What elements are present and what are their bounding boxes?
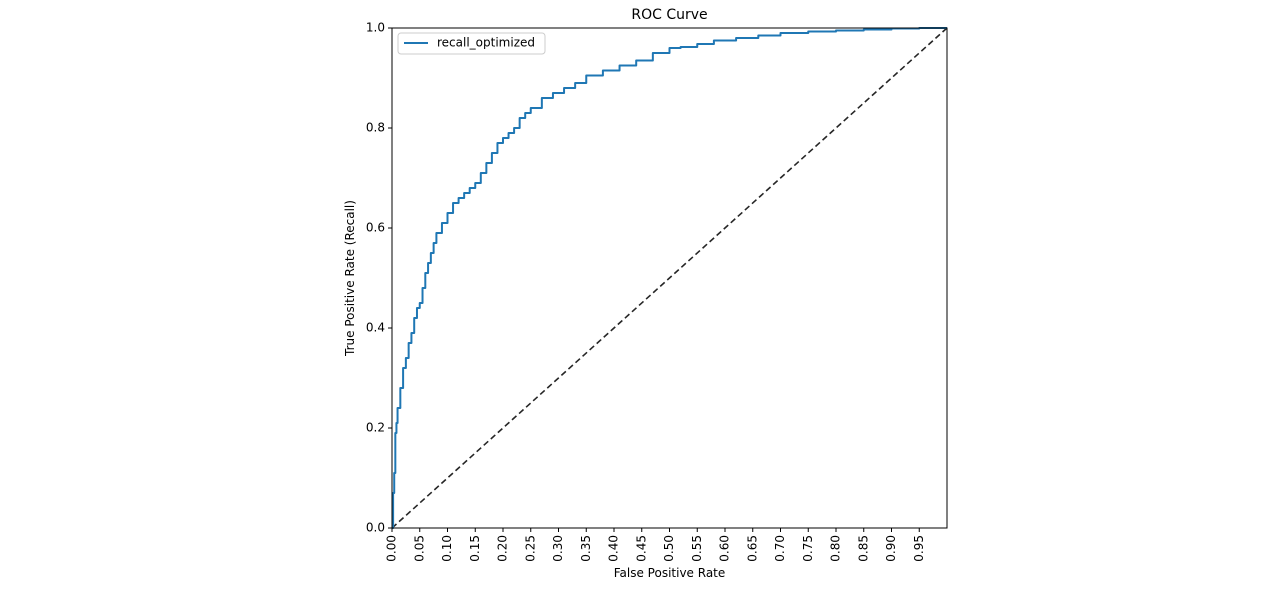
x-tick-label: 0.85 [856, 535, 870, 562]
y-tick-label: 0.6 [366, 221, 385, 235]
x-tick-label: 0.30 [551, 535, 565, 562]
x-tick-label: 0.35 [579, 535, 593, 562]
x-tick-label: 0.15 [468, 535, 482, 562]
y-tick-label: 1.0 [366, 21, 385, 35]
x-tick-label: 0.55 [690, 535, 704, 562]
x-axis-ticks: 0.00 0.05 0.10 0.15 0.20 0.25 0.30 0.35 0.40 0.45… [385, 528, 926, 562]
roc-curve-line [392, 27, 947, 529]
legend: recall_optimized [397, 32, 546, 55]
x-tick-label: 0.65 [745, 535, 759, 562]
x-tick-label: 0.95 [912, 535, 926, 562]
x-axis-label: False Positive Rate [614, 566, 726, 580]
legend-box [397, 32, 546, 55]
x-tick-label: 0.80 [829, 535, 843, 562]
x-tick-label: 0.10 [440, 535, 454, 562]
x-tick-label: 0.90 [884, 535, 898, 562]
x-tick-label: 0.00 [385, 535, 399, 562]
baseline-diagonal-line [391, 27, 948, 529]
x-tick-label: 0.25 [523, 535, 537, 562]
y-tick-label: 0.8 [366, 121, 385, 135]
x-tick-label: 0.45 [634, 535, 648, 562]
x-tick-label: 0.20 [496, 535, 510, 562]
y-axis-ticks: 0.0 0.2 0.4 0.6 0.8 1.0 [366, 21, 392, 535]
y-tick-label: 0.2 [366, 421, 385, 435]
y-axis-label: True Positive Rate (Recall) [343, 200, 357, 357]
plot-area [391, 27, 948, 529]
chart-title: ROC Curve [631, 7, 707, 23]
x-tick-label: 0.70 [773, 535, 787, 562]
y-tick-label: 0.4 [366, 321, 385, 335]
x-tick-label: 0.05 [412, 535, 426, 562]
x-tick-label: 0.40 [607, 535, 621, 562]
y-tick-label: 0.0 [366, 521, 385, 535]
x-tick-label: 0.60 [718, 535, 732, 562]
x-tick-label: 0.75 [801, 535, 815, 562]
x-tick-label: 0.50 [662, 535, 676, 562]
legend-label-recall-optimized: recall_optimized [437, 36, 535, 50]
